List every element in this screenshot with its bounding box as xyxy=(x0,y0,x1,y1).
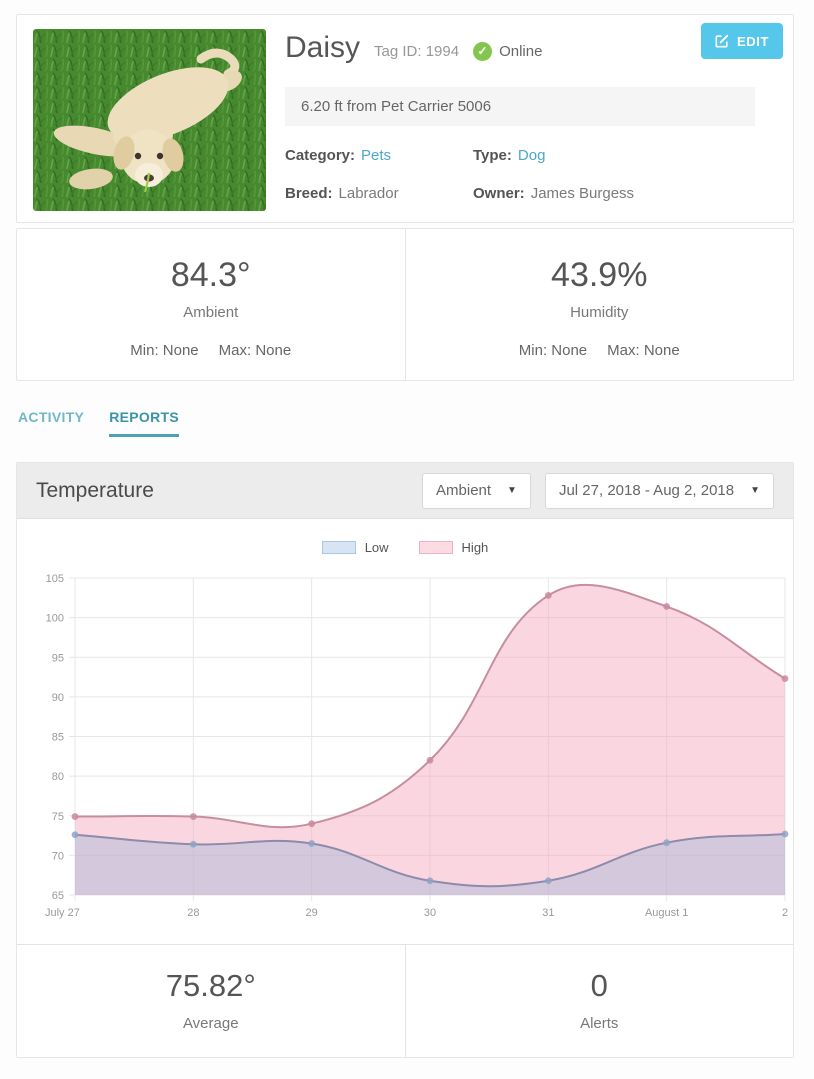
owner-label: Owner: xyxy=(473,185,525,202)
pet-name: Daisy xyxy=(285,31,361,64)
online-status-label: Online xyxy=(499,42,543,60)
humidity-label: Humidity xyxy=(570,304,629,321)
chart-legend: Low High xyxy=(17,537,793,557)
ambient-value: 84.3° xyxy=(170,256,251,294)
online-check-icon: ✓ xyxy=(473,41,493,61)
dog-figure xyxy=(53,48,242,193)
tab-reports[interactable]: REPORTS xyxy=(109,409,179,437)
category-label: Category: xyxy=(285,147,356,164)
svg-text:30: 30 xyxy=(424,907,436,919)
svg-text:80: 80 xyxy=(52,771,64,783)
edit-button-label: EDIT xyxy=(736,33,769,49)
owner-value: James Burgess xyxy=(530,185,635,202)
tab-activity[interactable]: ACTIVITY xyxy=(18,409,85,425)
svg-text:105: 105 xyxy=(46,573,64,585)
svg-text:29: 29 xyxy=(306,907,318,919)
svg-text:July 27: July 27 xyxy=(45,907,80,919)
ambient-stat-cell: 84.3° Ambient Min: None Max: None xyxy=(17,229,406,380)
legend-label-high: High xyxy=(461,539,489,555)
dog-photo-illustration xyxy=(33,29,266,211)
pet-card: EDIT Daisy Tag ID: 1994 ✓ Online 6.20 ft… xyxy=(16,14,794,223)
report-panel-header: Temperature Ambient ▼ Jul 27, 2018 - Aug… xyxy=(17,463,793,519)
ambient-max: Max: None xyxy=(218,342,292,359)
chevron-down-icon: ▼ xyxy=(750,485,760,496)
average-label: Average xyxy=(182,1015,239,1032)
svg-text:100: 100 xyxy=(46,613,64,625)
temperature-chart: 65 70 75 80 85 90 95 100 105 July 27 28 29 30 31 Augus… xyxy=(45,573,789,919)
sensor-stats-card: 84.3° Ambient Min: None Max: None 43.9% … xyxy=(16,228,794,381)
date-range-dropdown[interactable]: Jul 27, 2018 - Aug 2, 2018 ▼ xyxy=(544,472,774,509)
breed-label: Breed: xyxy=(285,185,333,202)
svg-text:75: 75 xyxy=(52,811,64,823)
humidity-stat-cell: 43.9% Humidity Min: None Max: None xyxy=(406,229,794,380)
humidity-min: Min: None xyxy=(518,342,588,359)
metric-dropdown[interactable]: Ambient ▼ xyxy=(422,472,531,509)
svg-text:70: 70 xyxy=(52,850,64,862)
ambient-label: Ambient xyxy=(183,304,239,321)
pet-info: Daisy Tag ID: 1994 ✓ Online 6.20 ft from… xyxy=(285,27,777,202)
average-value: 75.82° xyxy=(165,968,256,1003)
alerts-value: 0 xyxy=(590,968,608,1003)
edit-pencil-icon xyxy=(715,34,729,48)
legend-item-low[interactable]: Low xyxy=(321,539,389,555)
temperature-report-panel: Temperature Ambient ▼ Jul 27, 2018 - Aug… xyxy=(16,462,794,1058)
report-title: Temperature xyxy=(36,478,154,502)
chevron-down-icon: ▼ xyxy=(507,485,517,496)
svg-text:85: 85 xyxy=(52,732,64,744)
humidity-value: 43.9% xyxy=(551,256,648,294)
svg-text:90: 90 xyxy=(52,692,64,704)
section-tabs: ACTIVITY REPORTS xyxy=(18,409,179,437)
svg-text:August 1: August 1 xyxy=(645,907,688,919)
chart-area: Low High 65 70 75 80 85 90 95 100 105 July 27 28 29 3… xyxy=(17,519,793,923)
date-range-value: Jul 27, 2018 - Aug 2, 2018 xyxy=(558,482,735,499)
pet-photo xyxy=(33,29,266,211)
average-cell: 75.82° Average xyxy=(17,945,406,1057)
alerts-cell: 0 Alerts xyxy=(406,945,794,1057)
alerts-label: Alerts xyxy=(580,1015,619,1032)
svg-text:95: 95 xyxy=(52,652,64,664)
legend-label-low: Low xyxy=(364,539,389,555)
type-value-link[interactable]: Dog xyxy=(517,147,546,164)
humidity-max: Max: None xyxy=(607,342,680,359)
legend-item-high[interactable]: High xyxy=(418,539,489,555)
legend-swatch-low xyxy=(321,540,356,554)
distance-from-carrier: 6.20 ft from Pet Carrier 5006 xyxy=(285,87,755,126)
report-footer: 75.82° Average 0 Alerts xyxy=(17,944,793,1057)
category-value-link[interactable]: Pets xyxy=(361,147,392,164)
svg-text:31: 31 xyxy=(542,907,554,919)
online-status-badge: ✓ Online xyxy=(473,36,542,61)
breed-value: Labrador xyxy=(338,185,399,202)
metric-dropdown-value: Ambient xyxy=(436,482,492,499)
type-label: Type: xyxy=(473,147,512,164)
pet-tag-id: Tag ID: 1994 xyxy=(374,42,460,60)
ambient-min: Min: None xyxy=(130,342,199,359)
svg-text:2: 2 xyxy=(782,907,788,919)
svg-text:28: 28 xyxy=(187,907,199,919)
edit-button[interactable]: EDIT xyxy=(700,23,783,59)
svg-text:65: 65 xyxy=(52,890,64,902)
legend-swatch-high xyxy=(418,540,453,554)
